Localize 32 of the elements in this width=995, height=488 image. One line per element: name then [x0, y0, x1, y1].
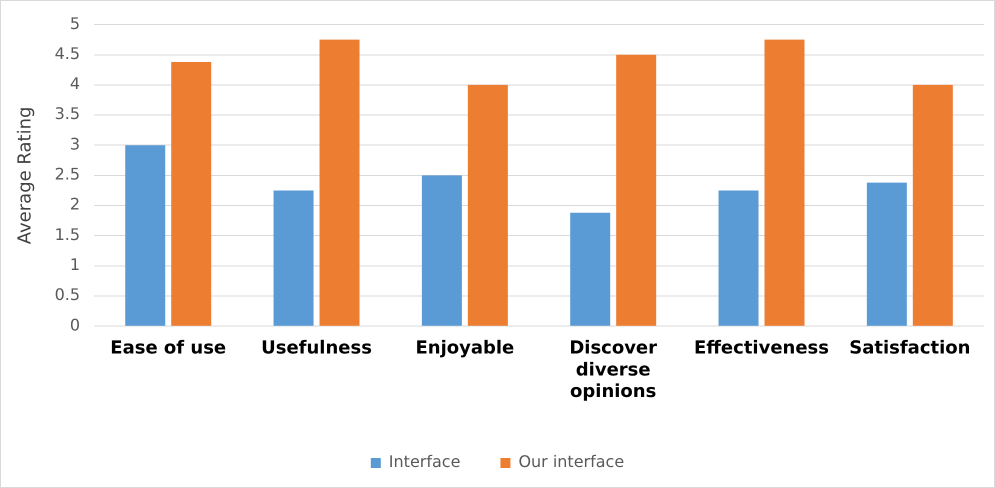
x-tick-label: Satisfaction [849, 338, 970, 359]
bar [125, 145, 166, 326]
bar [570, 212, 610, 326]
y-tick-label: 4 [70, 74, 80, 94]
y-tick-label: 3 [70, 134, 80, 154]
y-tick-label: 1 [70, 255, 80, 274]
y-tick-label: 3.5 [54, 104, 80, 124]
y-tick-label: 5 [70, 14, 80, 33]
legend-label: Interface [388, 452, 460, 472]
y-tick-label: 0 [70, 315, 80, 334]
y-axis-title: Average Rating [14, 106, 36, 244]
x-tick-label: Ease of use [110, 338, 226, 359]
x-tick-label: Effectiveness [694, 338, 829, 359]
bar [764, 40, 805, 326]
y-tick-label: 2.5 [54, 164, 80, 184]
y-tick-label: 4.5 [54, 44, 80, 63]
bar [718, 190, 759, 326]
bar [866, 182, 907, 326]
bar [468, 84, 508, 326]
x-tick-label: Usefulness [261, 338, 372, 359]
bar [616, 54, 656, 326]
bar [912, 84, 953, 326]
y-tick-label: 2 [70, 194, 80, 214]
y-tick-label: 0.5 [54, 285, 80, 304]
bar [320, 40, 360, 326]
legend-label: Our interface [518, 452, 624, 472]
bar [422, 175, 462, 326]
bar [274, 190, 314, 326]
y-tick-label: 1.5 [54, 224, 80, 244]
x-tick-label: Discover diverse opinions [569, 338, 658, 402]
x-tick-label: Enjoyable [415, 338, 514, 359]
bar [171, 62, 212, 326]
